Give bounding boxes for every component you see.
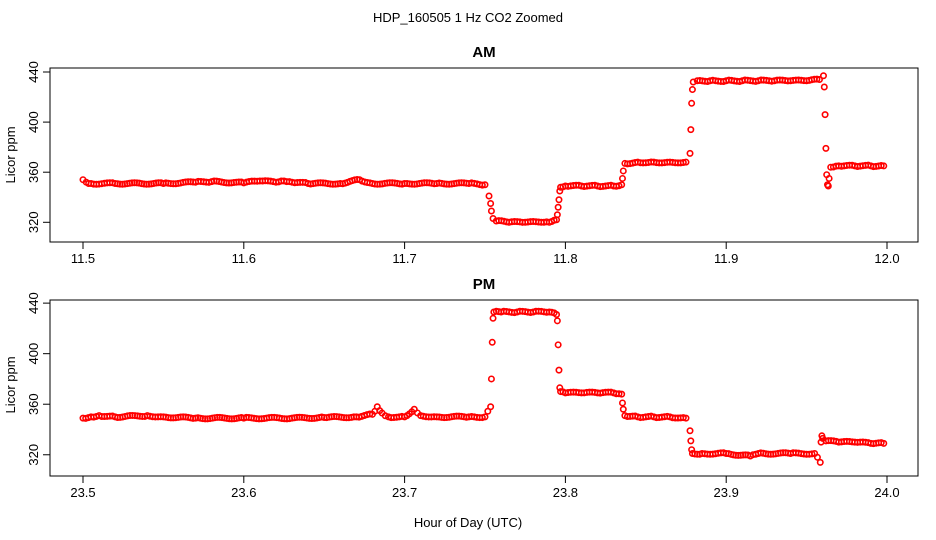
data-point	[618, 174, 626, 182]
x-tick-label: 11.8	[553, 251, 577, 266]
data-point	[487, 207, 495, 215]
x-tick-label: 11.6	[232, 251, 256, 266]
data-point	[487, 375, 495, 383]
data-point	[688, 86, 696, 94]
data-point	[555, 366, 563, 374]
panel-pm-points	[79, 307, 888, 466]
data-point	[820, 83, 828, 91]
data-point	[478, 181, 486, 189]
x-tick-label: 23.7	[392, 485, 417, 500]
data-point	[618, 181, 626, 189]
data-point	[553, 211, 561, 219]
data-point	[815, 76, 823, 84]
data-point	[679, 159, 687, 167]
data-point	[481, 181, 489, 189]
data-point	[619, 167, 627, 175]
data-point	[688, 446, 696, 454]
data-point	[481, 413, 489, 421]
data-point	[554, 203, 562, 211]
panel-pm: PM 23.5 23.6 23.7 23.8 23.9 24.0 320 360 400 440…	[3, 276, 919, 500]
data-point	[487, 200, 495, 208]
data-point	[553, 310, 561, 318]
data-point	[682, 158, 690, 166]
x-tick-label: 11.9	[714, 251, 738, 266]
data-point	[485, 192, 493, 200]
x-tick-label: 23.5	[70, 485, 95, 500]
panel-am-frame	[49, 67, 919, 243]
data-point	[556, 187, 564, 195]
data-point	[555, 196, 563, 204]
panel-am-points	[79, 72, 888, 226]
panel-am-y-axis: 320 360 400 440	[26, 61, 51, 233]
data-point	[880, 439, 888, 447]
data-point	[686, 149, 694, 157]
data-point	[880, 162, 888, 170]
y-tick-label: 360	[26, 161, 41, 183]
x-tick-label: 23.9	[714, 485, 739, 500]
data-point	[822, 144, 830, 152]
data-point	[813, 453, 821, 461]
y-tick-label: 320	[26, 211, 41, 233]
x-tick-label: 12.0	[874, 251, 899, 266]
data-point	[825, 174, 833, 182]
data-point	[821, 111, 829, 119]
y-tick-label: 400	[26, 111, 41, 133]
x-tick-label: 11.7	[392, 251, 416, 266]
panel-pm-y-axis: 320 360 400 440	[26, 292, 51, 466]
data-point	[615, 390, 623, 398]
x-tick-label: 23.8	[553, 485, 578, 500]
x-tick-label: 23.6	[231, 485, 256, 500]
data-point	[687, 437, 695, 445]
data-point	[816, 458, 824, 466]
data-point	[366, 410, 374, 418]
data-point	[619, 405, 627, 413]
data-point	[686, 427, 694, 435]
panel-am: AM 11.5 11.6 11.7 11.8 11.9 12.0 320 360 400 440…	[3, 44, 919, 266]
y-tick-label: 440	[26, 292, 41, 314]
panel-pm-y-label: Licor ppm	[3, 356, 18, 413]
panel-am-title: AM	[472, 44, 495, 61]
data-point	[487, 403, 495, 411]
y-tick-label: 320	[26, 444, 41, 466]
data-point	[819, 72, 827, 80]
data-point	[688, 99, 696, 107]
figure-title: HDP_160505 1 Hz CO2 Zoomed	[373, 10, 563, 25]
data-point	[682, 414, 690, 422]
data-point	[618, 399, 626, 407]
panel-pm-title: PM	[473, 276, 496, 293]
y-tick-label: 360	[26, 393, 41, 415]
data-point	[488, 338, 496, 346]
data-point	[687, 126, 695, 134]
y-tick-label: 440	[26, 61, 41, 83]
data-point	[489, 314, 497, 322]
panel-am-y-label: Licor ppm	[3, 126, 18, 183]
data-point	[689, 78, 697, 86]
data-point	[618, 390, 626, 398]
data-point	[824, 182, 832, 190]
x-tick-label: 11.5	[71, 251, 95, 266]
data-point	[381, 412, 389, 420]
data-point	[554, 341, 562, 349]
data-point	[808, 450, 816, 458]
data-point	[553, 317, 561, 325]
y-tick-label: 400	[26, 343, 41, 365]
panel-pm-x-axis: 23.5 23.6 23.7 23.8 23.9 24.0	[70, 475, 900, 500]
panel-am-x-axis: 11.5 11.6 11.7 11.8 11.9 12.0	[71, 241, 900, 266]
x-tick-label: 24.0	[874, 485, 899, 500]
figure-x-label: Hour of Day (UTC)	[414, 515, 522, 530]
